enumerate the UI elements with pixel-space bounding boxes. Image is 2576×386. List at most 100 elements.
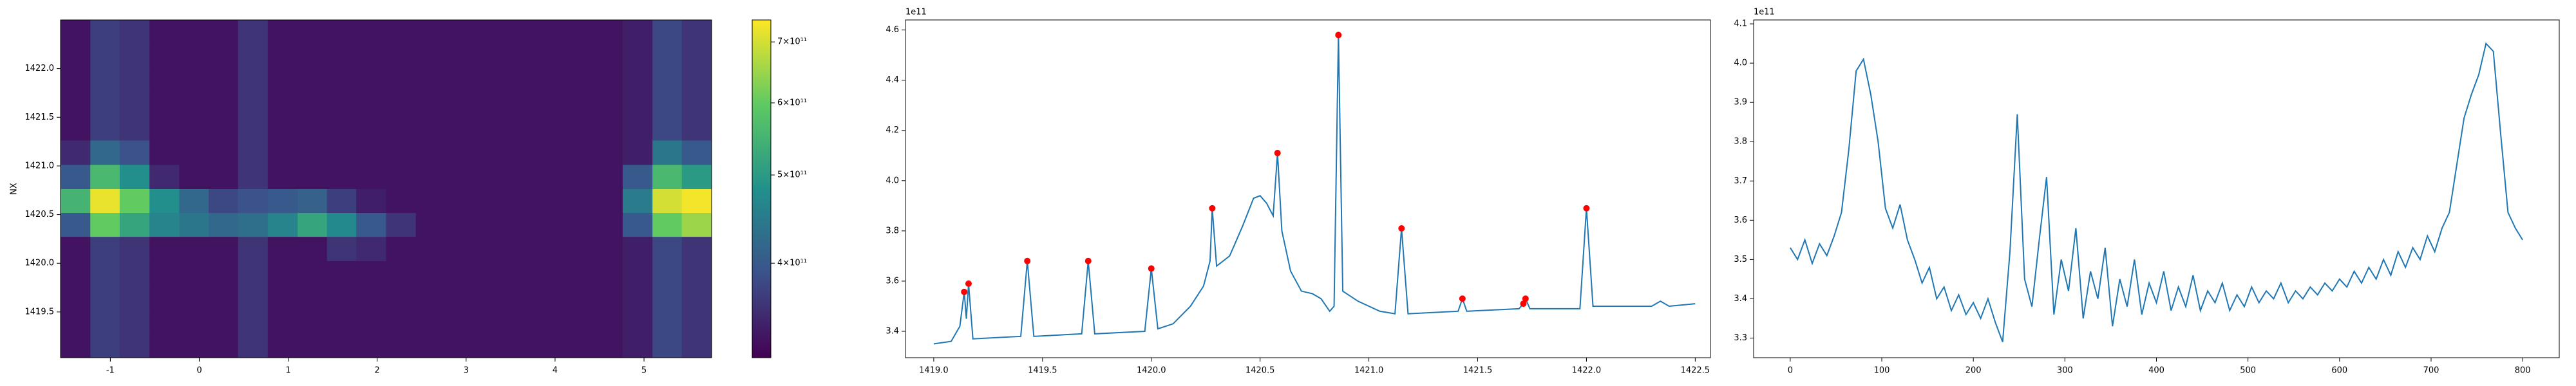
heatmap-cell bbox=[445, 261, 475, 286]
heatmap-cell bbox=[504, 44, 535, 68]
heatmap-cell bbox=[415, 309, 446, 335]
heatmap-cell bbox=[564, 333, 594, 358]
heatmap-cell bbox=[652, 140, 683, 165]
heatmap-cell bbox=[267, 188, 298, 214]
heatmap-cell bbox=[474, 285, 505, 310]
heatmap-cell bbox=[119, 261, 150, 286]
heatmap-cell bbox=[592, 309, 623, 335]
heatmap-cell bbox=[681, 212, 712, 237]
heatmap-cell bbox=[415, 140, 446, 165]
heatmap-cell bbox=[298, 188, 328, 214]
heatmap-cell bbox=[90, 91, 120, 116]
heatmap-cell bbox=[327, 91, 357, 116]
y-tick-label: 4.6 bbox=[886, 25, 899, 35]
heatmap-cell bbox=[267, 164, 298, 189]
heatmap-cell bbox=[445, 68, 475, 92]
heatmap-cell bbox=[149, 285, 180, 310]
heatmap-cell bbox=[356, 91, 386, 116]
x-tick-label: 600 bbox=[2331, 366, 2347, 376]
heatmap-cell bbox=[356, 20, 386, 44]
peak-marker bbox=[1024, 257, 1031, 264]
x-tick-label: 1421.0 bbox=[1354, 366, 1384, 376]
heatmap-cell bbox=[652, 236, 683, 261]
heatmap-cell bbox=[681, 116, 712, 141]
heatmap-cell bbox=[179, 261, 209, 286]
heatmap-cell bbox=[298, 116, 328, 141]
heatmap-cell bbox=[90, 20, 120, 44]
heatmap-cell bbox=[119, 116, 150, 141]
heatmap-cell bbox=[267, 212, 298, 237]
heatmap-cell bbox=[267, 116, 298, 141]
heatmap-cell bbox=[179, 212, 209, 237]
heatmap-cell bbox=[119, 91, 150, 116]
y-tick-label: 3.7 bbox=[1734, 176, 1747, 186]
heatmap-cell bbox=[564, 20, 594, 44]
x-tick-label: 4 bbox=[553, 366, 558, 376]
heatmap-cell bbox=[681, 68, 712, 92]
heatmap-cell bbox=[504, 116, 535, 141]
heatmap-cell bbox=[415, 261, 446, 286]
heatmap-cell bbox=[298, 68, 328, 92]
heatmap-cell bbox=[119, 44, 150, 68]
heatmap-cell bbox=[90, 140, 120, 165]
heatmap-cell bbox=[534, 285, 564, 310]
heatmap-cell bbox=[386, 116, 417, 141]
heatmap-cell bbox=[238, 309, 269, 335]
heatmap-cell bbox=[592, 44, 623, 68]
heatmap-cell bbox=[415, 116, 446, 141]
y-tick-label: 3.8 bbox=[1734, 137, 1747, 147]
peak-marker bbox=[1209, 205, 1216, 212]
heatmap-cell bbox=[238, 91, 269, 116]
heatmap-cell bbox=[179, 20, 209, 44]
heatmap-cell bbox=[61, 309, 91, 335]
heatmap-cell bbox=[356, 44, 386, 68]
heatmap-cell bbox=[119, 333, 150, 358]
heatmap-cell bbox=[564, 44, 594, 68]
heatmap-cell bbox=[504, 140, 535, 165]
heatmap-cell bbox=[564, 236, 594, 261]
y-tick-label: 1421.0 bbox=[25, 161, 55, 170]
heatmap-cell bbox=[386, 212, 417, 237]
heatmap-cell bbox=[386, 68, 417, 92]
axes-frame bbox=[905, 19, 1711, 358]
heatmap-cell bbox=[445, 164, 475, 189]
heatmap-cell bbox=[327, 333, 357, 358]
heatmap-cell bbox=[208, 68, 239, 92]
heatmap-cell bbox=[564, 188, 594, 214]
heatmap-cell bbox=[327, 285, 357, 310]
heatmap-cell bbox=[179, 44, 209, 68]
x-tick-label: 400 bbox=[2148, 366, 2164, 376]
heatmap-cell bbox=[119, 68, 150, 92]
heatmap-cell bbox=[179, 309, 209, 335]
heatmap-cell bbox=[534, 236, 564, 261]
heatmap-cell bbox=[652, 91, 683, 116]
heatmap-cell bbox=[652, 261, 683, 286]
heatmap-cell bbox=[592, 68, 623, 92]
axes-frame bbox=[60, 19, 712, 358]
heatmap-cell bbox=[504, 236, 535, 261]
heatmap-cell bbox=[474, 309, 505, 335]
heatmap-cell bbox=[267, 44, 298, 68]
heatmap-cell bbox=[652, 333, 683, 358]
heatmap-cell bbox=[238, 212, 269, 237]
heatmap-cell bbox=[622, 164, 653, 189]
heatmap-cell bbox=[119, 20, 150, 44]
heatmap-cell bbox=[90, 164, 120, 189]
heatmap-cell bbox=[592, 236, 623, 261]
heatmap-cell bbox=[445, 188, 475, 214]
heatmap-cell bbox=[356, 261, 386, 286]
peak-marker bbox=[1583, 205, 1590, 212]
heatmap-cell bbox=[474, 68, 505, 92]
peak-marker bbox=[1274, 149, 1281, 156]
heatmap-cell bbox=[592, 333, 623, 358]
heatmap-cell bbox=[90, 333, 120, 358]
heatmap-cell bbox=[622, 116, 653, 141]
heatmap-cell bbox=[179, 116, 209, 141]
heatmap-cell bbox=[386, 188, 417, 214]
heatmap-cell bbox=[149, 116, 180, 141]
heatmap-cell bbox=[327, 20, 357, 44]
heatmap-cell bbox=[622, 140, 653, 165]
heatmap-cell bbox=[681, 140, 712, 165]
heatmap-cell bbox=[238, 20, 269, 44]
heatmap-cell bbox=[415, 164, 446, 189]
